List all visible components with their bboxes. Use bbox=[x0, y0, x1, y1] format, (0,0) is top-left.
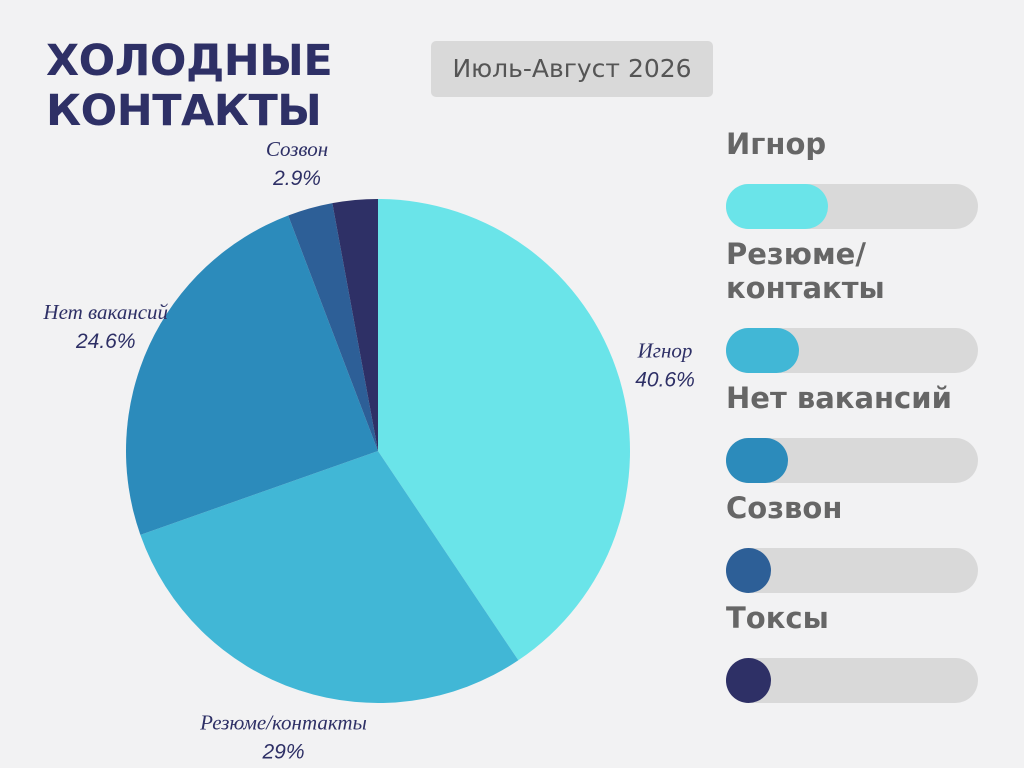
legend-label: Созвон bbox=[726, 491, 843, 525]
legend-bar bbox=[726, 438, 788, 483]
pie-slice bbox=[378, 199, 630, 661]
legend-track bbox=[726, 658, 978, 703]
slice-percent: 2.9% bbox=[272, 167, 321, 190]
legend-label: Игнор bbox=[726, 127, 827, 161]
slice-percent: 24.6% bbox=[75, 330, 136, 353]
slice-percent: 29% bbox=[261, 741, 304, 764]
legend-track bbox=[726, 438, 978, 483]
legend-track bbox=[726, 184, 978, 229]
legend-label: Токсы bbox=[726, 601, 829, 635]
legend-bar bbox=[726, 328, 800, 373]
legend-bar bbox=[726, 548, 771, 593]
legend-track bbox=[726, 328, 978, 373]
pie-slice bbox=[125, 215, 378, 535]
legend-track bbox=[726, 548, 978, 593]
legend-bar bbox=[726, 184, 829, 229]
legend-label: Нет вакансий bbox=[726, 381, 952, 415]
pie-slice bbox=[332, 199, 378, 451]
subtitle: Июль-Август 2026 bbox=[431, 41, 713, 97]
title: ХОЛОДНЫЕ КОНТАКТЫ bbox=[46, 36, 333, 136]
slice-name: Резюме/контакты bbox=[199, 711, 367, 735]
legend-bar bbox=[726, 658, 771, 703]
slice-name: Нет вакансий bbox=[42, 300, 168, 324]
slice-name: Игнор bbox=[637, 339, 693, 363]
slice-percent: 40.6% bbox=[635, 369, 695, 392]
pie-slice bbox=[288, 203, 378, 451]
legend: Игнор Резюме/контакты Нет вакансий Созвон То… bbox=[726, 127, 978, 711]
pie-slice bbox=[140, 451, 519, 704]
legend-label: Резюме/контакты bbox=[726, 237, 885, 305]
slice-name: Созвон bbox=[266, 137, 328, 161]
